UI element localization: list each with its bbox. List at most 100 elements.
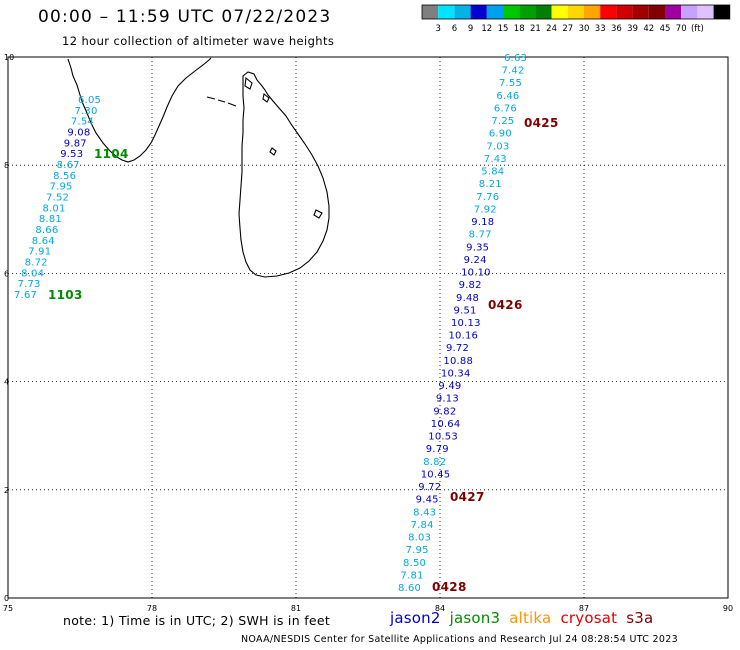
color-swatch [600, 5, 617, 19]
wave-height-value: 7.55 [499, 78, 522, 89]
wave-height-value: 9.82 [433, 406, 456, 417]
color-swatch [713, 5, 730, 19]
map-grid [8, 57, 728, 598]
pass-time-label: 0425 [524, 116, 559, 130]
pass-time-label: 0427 [450, 490, 485, 504]
wave-height-value: 8.43 [413, 507, 436, 518]
wave-height-value: 8.64 [32, 236, 55, 247]
y-tick-label: 6 [4, 269, 9, 278]
wave-height-value: 10.88 [443, 356, 473, 367]
x-tick-label: 81 [291, 604, 301, 613]
wave-height-value: 10.13 [451, 318, 481, 329]
wave-height-value: 8.82 [423, 457, 446, 468]
x-tick-label: 78 [147, 604, 157, 613]
wave-height-value: 9.08 [67, 128, 90, 139]
wave-height-value: 8.77 [469, 230, 492, 241]
pass-time-label: 1104 [94, 147, 129, 161]
color-swatch [470, 5, 487, 19]
legend-item-jason2: jason2 [390, 609, 441, 627]
wave-height-value: 9.48 [456, 293, 479, 304]
adams-bridge [206, 96, 237, 107]
wave-height-value: 9.82 [459, 280, 482, 291]
color-swatch [454, 5, 471, 19]
x-tick-label: 87 [579, 604, 589, 613]
wave-height-value: 6.05 [78, 95, 101, 106]
wave-height-value: 8.56 [53, 171, 76, 182]
color-scale-tick: 21 [530, 24, 541, 34]
wave-height-value: 7.25 [491, 116, 514, 127]
wave-height-value: 9.24 [464, 255, 487, 266]
legend-item-cryosat: cryosat [560, 609, 618, 627]
northern-islands [244, 76, 253, 90]
color-scale-tick: 39 [627, 24, 638, 34]
wave-height-value: 7.52 [46, 193, 69, 204]
color-swatch [616, 5, 633, 19]
color-swatch [438, 5, 455, 19]
land-outline [67, 57, 330, 278]
wave-height-value: 10.45 [421, 469, 451, 480]
color-scale-tick: 3 [435, 24, 440, 34]
wave-height-value: 7.84 [411, 520, 434, 531]
pass-time-label: 1103 [48, 288, 83, 302]
page-title: 00:00 – 11:59 UTC 07/22/2023 [38, 7, 332, 27]
india-coastline [67, 57, 212, 163]
color-swatch [648, 5, 665, 19]
color-scale-tick: 45 [660, 24, 671, 34]
wave-height-value: 7.03 [486, 141, 509, 152]
y-tick-label: 0 [4, 594, 9, 603]
color-swatch [697, 5, 714, 19]
wave-height-value: 9.53 [60, 149, 83, 160]
legend-item-s3a: s3a [626, 609, 654, 627]
map-frame [7, 56, 729, 599]
wave-height-value: 9.79 [426, 444, 449, 455]
wave-height-value: 6.90 [489, 129, 512, 140]
wave-height-value: 7.67 [14, 290, 37, 301]
x-tick-label: 90 [723, 604, 733, 613]
page-subtitle: 12 hour collection of altimeter wave hei… [62, 34, 335, 48]
wave-height-value: 6.76 [494, 103, 517, 114]
y-axis-ticks: 10 8 6 4 2 0 [4, 53, 14, 603]
color-swatch [681, 5, 698, 19]
wave-height-value: 8.21 [479, 179, 502, 190]
island-south [313, 209, 323, 219]
x-tick-label: 75 [3, 604, 13, 613]
color-scale-tick: 27 [562, 24, 573, 34]
wave-height-value: 5.84 [481, 167, 504, 178]
color-swatch [567, 5, 584, 19]
wave-height-value: 10.10 [461, 268, 491, 279]
wave-height-value: 6.63 [504, 53, 527, 64]
color-swatch [632, 5, 649, 19]
wave-height-value: 7.73 [18, 279, 41, 290]
wave-height-value: 8.66 [35, 225, 58, 236]
wave-height-value: 7.43 [484, 154, 507, 165]
wave-height-value: 7.54 [71, 117, 94, 128]
wave-height-value: 7.95 [406, 545, 429, 556]
color-swatch [535, 5, 552, 19]
color-scale-tick: 6 [452, 24, 457, 34]
color-scale-tick: 24 [546, 24, 557, 34]
color-swatch [503, 5, 520, 19]
y-tick-label: 10 [4, 53, 14, 62]
wave-height-value: 7.81 [401, 570, 424, 581]
northern-islands-2 [262, 93, 270, 103]
color-scale-tick: 30 [579, 24, 590, 34]
footer-credit: NOAA/NESDIS Center for Satellite Applica… [241, 634, 678, 645]
y-tick-label: 4 [4, 378, 9, 387]
island-east [269, 147, 277, 156]
track-west: 6.057.307.549.089.879.538.678.567.957.52… [14, 95, 129, 302]
color-scale-tick: 18 [514, 24, 525, 34]
wave-height-value: 9.72 [446, 343, 469, 354]
wave-height-value: 8.04 [21, 268, 44, 279]
satellite-legend: jason2 jason3 altika cryosat s3a [390, 609, 662, 627]
wave-height-value: 10.53 [428, 432, 458, 443]
color-scale-tick: 12 [481, 24, 492, 34]
wave-height-value: 9.51 [454, 305, 477, 316]
wave-height-value: 7.30 [74, 106, 97, 117]
footer-note: note: 1) Time is in UTC; 2) SWH is in fe… [63, 613, 331, 628]
wave-height-value: 9.45 [416, 495, 439, 506]
wave-height-value: 8.67 [57, 160, 80, 171]
legend-item-altika: altika [509, 609, 552, 627]
color-scale-tick: 15 [498, 24, 509, 34]
color-swatch [665, 5, 682, 19]
wave-height-value: 8.81 [39, 214, 62, 225]
